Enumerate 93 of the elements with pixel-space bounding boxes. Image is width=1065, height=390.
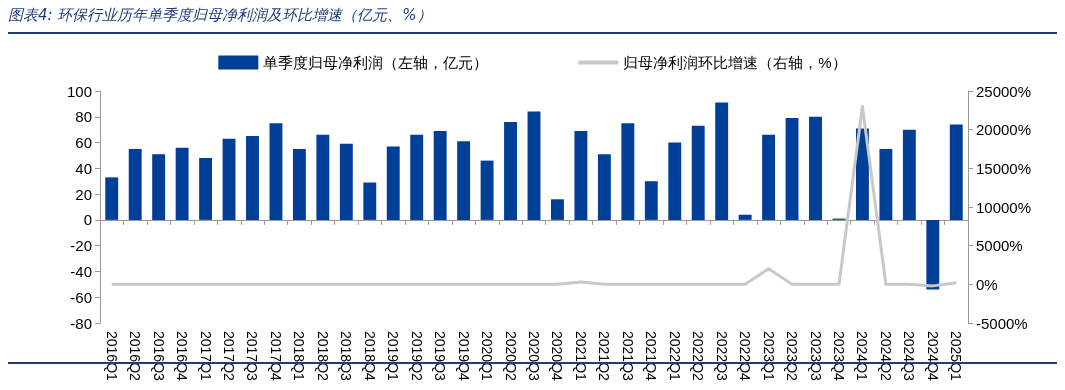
x-tick-label: 2024Q3 — [901, 331, 918, 382]
bar — [222, 138, 236, 220]
bar — [926, 219, 940, 290]
bar — [105, 177, 119, 220]
bar — [902, 129, 916, 220]
bar — [269, 123, 283, 220]
bar — [691, 125, 705, 220]
y2-tick-label: -5000% — [976, 314, 1028, 332]
x-tick-label: 2016Q1 — [103, 331, 120, 382]
y-tick-label: 20 — [75, 185, 92, 203]
x-tick-label: 2022Q4 — [737, 331, 754, 382]
bar — [457, 141, 471, 220]
x-tick-label: 2019Q2 — [408, 331, 425, 382]
x-tick-label: 2017Q2 — [221, 331, 238, 382]
x-tick-label: 2022Q1 — [666, 331, 683, 382]
x-tick-label: 2021Q4 — [643, 331, 660, 382]
x-tick-label: 2023Q4 — [830, 331, 847, 382]
x-tick-label: 2022Q3 — [713, 331, 730, 382]
bar — [433, 130, 447, 220]
bar — [292, 149, 306, 220]
bar — [949, 124, 963, 220]
y-tick-label: 80 — [75, 108, 92, 126]
bar — [175, 147, 189, 220]
x-tick-label: 2016Q3 — [150, 331, 167, 382]
x-tick-label: 2017Q1 — [197, 331, 214, 382]
x-tick-label: 2023Q1 — [760, 331, 777, 382]
bar — [339, 143, 353, 220]
bar — [809, 116, 822, 220]
x-tick-label: 2020Q2 — [502, 331, 519, 382]
bar — [410, 134, 424, 220]
y2-tick-label: 25000% — [976, 82, 1032, 100]
x-tick-label: 2021Q3 — [619, 331, 636, 382]
bar — [128, 149, 142, 220]
x-tick-label: 2023Q3 — [807, 331, 824, 382]
legend-label: 单季度归母净利润（左轴，亿元） — [263, 54, 489, 71]
y-tick-label: -40 — [70, 262, 92, 280]
x-tick-label: 2018Q2 — [314, 331, 331, 382]
bar — [363, 182, 377, 220]
x-tick-label: 2019Q1 — [385, 331, 402, 382]
bar — [738, 214, 752, 220]
x-tick-label: 2017Q3 — [244, 331, 261, 382]
bar — [504, 121, 517, 220]
bar — [246, 136, 259, 220]
x-tick-label: 2022Q2 — [690, 331, 707, 382]
y2-tick-label: 5000% — [976, 237, 1023, 255]
x-tick-label: 2025Q1 — [948, 331, 965, 382]
bar — [621, 123, 635, 220]
x-tick-label: 2020Q4 — [549, 331, 566, 382]
bar — [574, 130, 588, 220]
bar — [762, 134, 776, 220]
x-tick-label: 2023Q2 — [784, 331, 801, 382]
bar — [480, 160, 494, 220]
y-tick-label: -60 — [70, 288, 92, 306]
x-tick-label: 2019Q4 — [455, 331, 472, 382]
bar — [152, 154, 166, 220]
y2-tick-label: 20000% — [976, 121, 1032, 139]
x-tick-label: 2021Q2 — [596, 331, 613, 382]
x-tick-label: 2016Q4 — [174, 331, 191, 382]
x-tick-label: 2018Q3 — [338, 331, 355, 382]
x-tick-label: 2021Q1 — [572, 331, 589, 382]
y-tick-label: 0 — [83, 211, 92, 229]
bar — [668, 142, 682, 220]
line-series — [110, 104, 958, 288]
x-tick-label: 2019Q3 — [432, 331, 449, 382]
x-tick-label: 2016Q2 — [127, 331, 144, 382]
y2-tick-label: 10000% — [976, 198, 1032, 216]
y-tick-label: 100 — [66, 82, 92, 100]
x-tick-label: 2020Q1 — [479, 331, 496, 382]
x-tick-label: 2017Q4 — [267, 331, 284, 382]
bar — [715, 102, 729, 220]
x-tick-label: 2024Q1 — [854, 331, 871, 382]
y-tick-label: 60 — [75, 134, 92, 152]
x-tick-label: 2018Q1 — [291, 331, 308, 382]
y2-tick-label: 15000% — [976, 159, 1032, 177]
y-tick-label: 40 — [75, 159, 92, 177]
legend-label: 归母净利润环比增速（右轴，%） — [623, 54, 847, 71]
y-tick-label: -20 — [70, 237, 92, 255]
bar — [879, 149, 893, 220]
bar — [386, 146, 400, 220]
bar — [785, 118, 799, 220]
x-tick-label: 2018Q4 — [361, 331, 378, 382]
chart-title: 图表4: 环保行业历年单季度归母净利润及环比增速（亿元、%） — [8, 6, 432, 25]
bar — [527, 111, 541, 220]
bar — [644, 181, 658, 220]
bar — [597, 154, 611, 220]
x-tick-label: 2020Q3 — [526, 331, 542, 382]
bar — [551, 199, 564, 220]
x-tick-label: 2024Q2 — [877, 331, 894, 382]
x-tick-label: 2024Q4 — [924, 331, 941, 382]
bar — [199, 158, 213, 220]
y2-tick-label: 0% — [976, 275, 998, 293]
bar — [316, 134, 330, 220]
y-tick-label: -80 — [70, 314, 92, 332]
